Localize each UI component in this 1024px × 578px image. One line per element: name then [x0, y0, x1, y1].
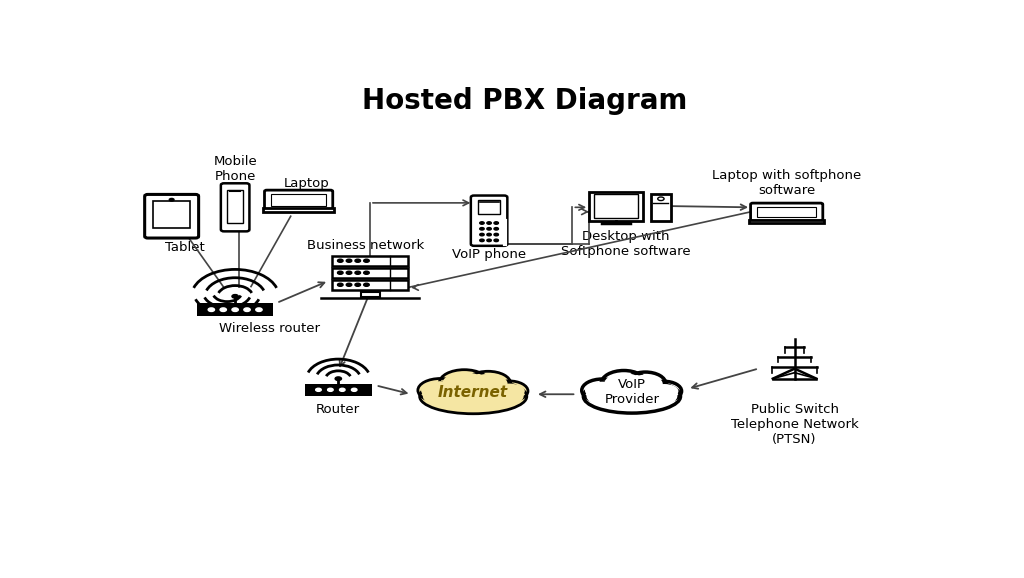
Bar — [227, 190, 243, 223]
Ellipse shape — [628, 375, 663, 393]
Ellipse shape — [423, 381, 523, 411]
Circle shape — [479, 234, 484, 236]
Circle shape — [355, 283, 360, 286]
Ellipse shape — [582, 379, 623, 402]
Bar — [154, 201, 189, 228]
Bar — [198, 303, 272, 316]
Bar — [333, 256, 408, 266]
Ellipse shape — [420, 379, 526, 414]
Circle shape — [351, 388, 357, 391]
Circle shape — [486, 239, 492, 242]
FancyBboxPatch shape — [751, 203, 823, 221]
Bar — [478, 199, 500, 214]
Circle shape — [355, 271, 360, 275]
Ellipse shape — [442, 372, 486, 394]
Ellipse shape — [421, 381, 460, 399]
Circle shape — [479, 228, 484, 230]
Ellipse shape — [587, 382, 677, 410]
Circle shape — [169, 198, 174, 201]
Circle shape — [220, 308, 226, 312]
Circle shape — [208, 308, 214, 312]
Circle shape — [479, 222, 484, 224]
Text: VoIP
Provider: VoIP Provider — [604, 378, 659, 406]
Bar — [360, 292, 380, 297]
Circle shape — [355, 259, 360, 262]
Circle shape — [315, 388, 322, 391]
Bar — [304, 384, 372, 395]
Ellipse shape — [604, 373, 643, 394]
Circle shape — [486, 222, 492, 224]
FancyBboxPatch shape — [221, 183, 250, 231]
Text: Desktop with
Softphone software: Desktop with Softphone software — [561, 229, 690, 258]
FancyBboxPatch shape — [471, 195, 507, 246]
Text: Router: Router — [316, 403, 360, 416]
Text: Tablet: Tablet — [165, 240, 205, 254]
Circle shape — [338, 259, 343, 262]
Ellipse shape — [650, 384, 679, 398]
Ellipse shape — [601, 370, 646, 397]
Circle shape — [494, 239, 499, 242]
Bar — [333, 268, 408, 277]
Ellipse shape — [584, 380, 681, 413]
Circle shape — [346, 259, 352, 262]
Bar — [749, 220, 824, 223]
Bar — [757, 207, 816, 217]
Text: Laptop: Laptop — [284, 176, 330, 190]
Circle shape — [494, 234, 499, 236]
Bar — [594, 194, 638, 218]
Circle shape — [494, 222, 499, 224]
Circle shape — [232, 308, 239, 312]
Circle shape — [338, 283, 343, 286]
Text: Wireless router: Wireless router — [219, 322, 321, 335]
Circle shape — [486, 234, 492, 236]
Text: Mobile
Phone: Mobile Phone — [213, 155, 257, 183]
Circle shape — [486, 228, 492, 230]
Text: Hosted PBX Diagram: Hosted PBX Diagram — [362, 87, 687, 115]
Circle shape — [364, 271, 370, 275]
Bar — [651, 194, 671, 221]
Text: VoIP phone: VoIP phone — [452, 249, 526, 261]
Ellipse shape — [625, 372, 666, 396]
Text: Internet: Internet — [438, 384, 508, 399]
Text: Public Switch
Telephone Network
(PTSN): Public Switch Telephone Network (PTSN) — [731, 403, 858, 446]
Ellipse shape — [489, 381, 528, 401]
Circle shape — [346, 283, 352, 286]
Circle shape — [657, 197, 665, 201]
Circle shape — [335, 377, 341, 380]
Ellipse shape — [466, 371, 511, 396]
Bar — [333, 280, 408, 290]
Ellipse shape — [439, 370, 489, 397]
Text: Laptop with softphone
software: Laptop with softphone software — [712, 169, 861, 197]
Circle shape — [364, 283, 370, 286]
Ellipse shape — [585, 381, 620, 399]
Ellipse shape — [647, 381, 682, 401]
Circle shape — [364, 259, 370, 262]
Ellipse shape — [469, 374, 508, 393]
Circle shape — [494, 228, 499, 230]
Text: Business network: Business network — [307, 239, 425, 252]
Ellipse shape — [418, 379, 463, 402]
Bar — [589, 192, 643, 221]
Circle shape — [232, 295, 239, 298]
Circle shape — [256, 308, 262, 312]
Circle shape — [346, 271, 352, 275]
FancyBboxPatch shape — [264, 190, 333, 209]
Circle shape — [338, 271, 343, 275]
Ellipse shape — [494, 384, 524, 398]
FancyBboxPatch shape — [144, 194, 199, 238]
Circle shape — [340, 388, 345, 391]
Circle shape — [479, 239, 484, 242]
Bar — [263, 208, 334, 212]
Circle shape — [244, 308, 250, 312]
Circle shape — [328, 388, 333, 391]
Bar — [270, 194, 327, 206]
